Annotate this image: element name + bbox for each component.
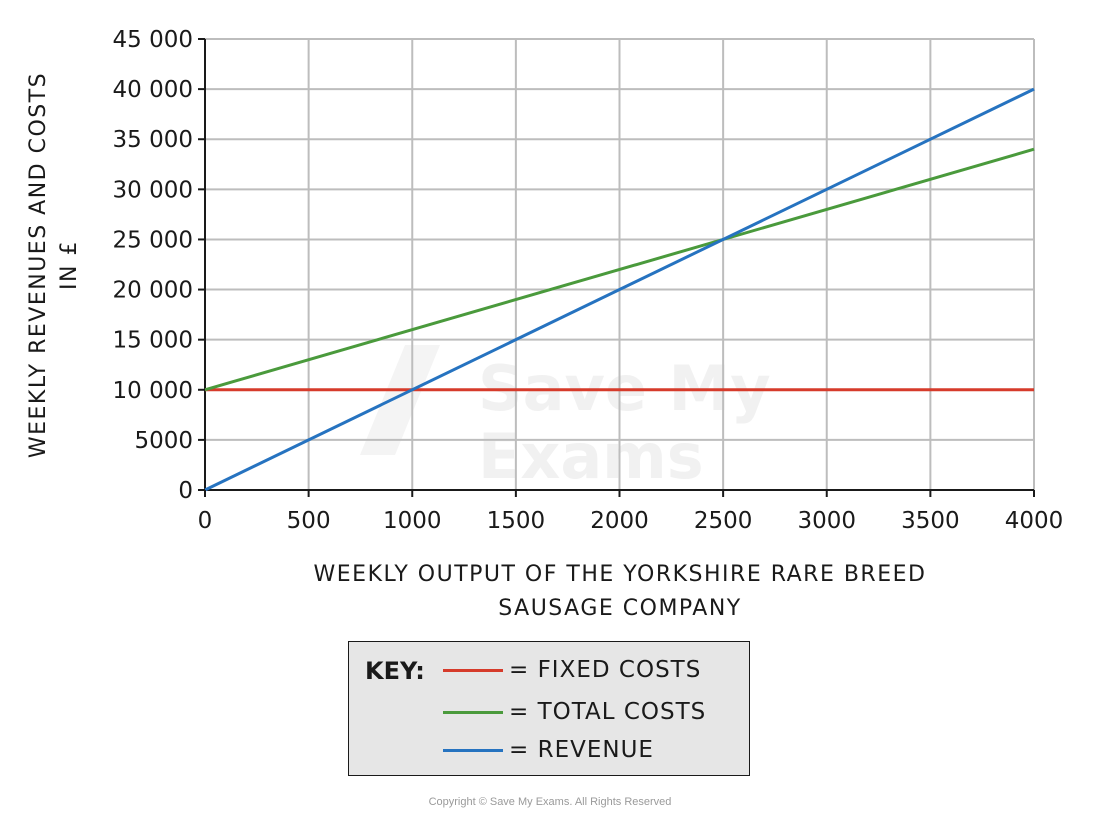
legend-label-revenue: = REVENUE: [509, 737, 654, 763]
y-tick-label: 45 000: [113, 27, 193, 53]
series: [204, 87, 1035, 492]
y-tick-label: 0: [178, 478, 193, 504]
legend-swatch-revenue: [443, 748, 503, 752]
legend-label-fixed-costs: = FIXED COSTS: [509, 657, 702, 683]
legend: KEY: = FIXED COSTS = TOTAL COSTS = REVEN…: [348, 641, 750, 776]
legend-item-revenue: = REVENUE: [443, 735, 654, 765]
series-line-total-costs: [204, 147, 1035, 392]
x-tick-label: 4000: [1005, 508, 1064, 534]
x-tick-label: 2500: [694, 508, 753, 534]
legend-item-fixed-costs: = FIXED COSTS: [443, 655, 701, 685]
y-tick-label: 35 000: [113, 127, 193, 153]
y-tick-label: 10 000: [113, 378, 193, 404]
y-tick-label: 30 000: [113, 177, 193, 203]
watermark-logo-icon: [360, 345, 440, 455]
legend-key-label: KEY:: [365, 657, 425, 685]
x-tick-label: 0: [198, 508, 213, 534]
copyright-notice: Copyright © Save My Exams. All Rights Re…: [428, 796, 672, 808]
y-tick-label: 40 000: [113, 77, 193, 103]
x-tick-label: 500: [287, 508, 331, 534]
x-tick-label: 3000: [797, 508, 856, 534]
grid: [205, 38, 1035, 490]
x-tick-label: 1500: [487, 508, 546, 534]
y-tick-label: 20 000: [113, 278, 193, 304]
y-axis-title-line-1: WEEKLY REVENUES AND COSTS: [26, 72, 51, 458]
y-tick-label: 5000: [134, 428, 193, 454]
x-tick-label: 3500: [901, 508, 960, 534]
y-tick-label: 25 000: [113, 227, 193, 253]
watermark: Save My Exams: [360, 345, 771, 493]
y-axis-title-line-2: IN £: [57, 240, 82, 290]
legend-item-total-costs: = TOTAL COSTS: [443, 697, 706, 727]
x-axis-title-line-1: WEEKLY OUTPUT OF THE YORKSHIRE RARE BREE…: [314, 562, 927, 587]
legend-label-total-costs: = TOTAL COSTS: [509, 699, 707, 725]
x-tick-label: 2000: [590, 508, 649, 534]
watermark-line-2: Exams: [478, 420, 704, 493]
x-axis-title-line-2: SAUSAGE COMPANY: [498, 596, 741, 621]
series-line-revenue: [204, 87, 1035, 492]
legend-swatch-total-costs: [443, 710, 503, 714]
x-tick-label: 1000: [383, 508, 442, 534]
legend-swatch-fixed-costs: [443, 668, 503, 672]
y-tick-label: 15 000: [113, 328, 193, 354]
